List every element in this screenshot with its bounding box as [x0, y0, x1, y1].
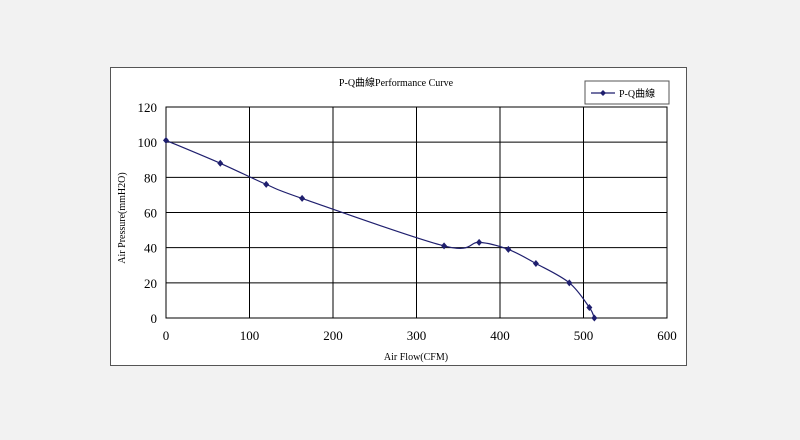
series-layer	[163, 136, 598, 322]
legend-label: P-Q曲線	[619, 87, 655, 100]
x-tick-label: 0	[163, 328, 170, 343]
data-point	[566, 279, 573, 287]
x-tick-label: 400	[490, 328, 510, 343]
y-tick-label: 60	[144, 206, 157, 221]
y-tick-label: 100	[138, 135, 158, 150]
data-point	[217, 159, 224, 167]
grid-layer	[165, 106, 668, 319]
series-line	[165, 139, 595, 319]
x-tick-label: 500	[574, 328, 594, 343]
y-tick-label: 80	[144, 170, 157, 185]
legend-box	[584, 80, 670, 105]
y-tick-label: 20	[144, 276, 157, 291]
performance-chart: P-Q曲線Performance Curve 0 20 40 60 80 100 120 0 1…	[117, 76, 677, 363]
x-tick-label: 300	[407, 328, 427, 343]
data-point	[532, 259, 539, 267]
y-tick-label: 40	[144, 241, 157, 256]
y-axis-label: Air Pressure(mmH2O)	[117, 172, 128, 263]
x-tick-label: 200	[323, 328, 343, 343]
y-tick-label: 120	[138, 100, 158, 115]
data-point	[299, 194, 306, 202]
data-point	[505, 245, 512, 253]
x-tick-label: 100	[240, 328, 260, 343]
data-point	[441, 242, 448, 250]
y-tick-label: 0	[151, 311, 158, 326]
tick-labels: 0 20 40 60 80 100 120 0 100 200 300 400 500 600	[138, 100, 677, 343]
chart-frame: P-Q曲線Performance Curve 0 20 40 60 80 100 120 0 1…	[110, 67, 687, 366]
legend-marker	[600, 90, 606, 96]
data-point	[263, 180, 270, 188]
data-point	[591, 314, 598, 322]
data-point	[476, 238, 483, 246]
chart-title: P-Q曲線Performance Curve	[339, 76, 454, 89]
x-axis-label: Air Flow(CFM)	[384, 352, 448, 363]
x-tick-label: 600	[657, 328, 677, 343]
data-point	[586, 303, 593, 311]
legend: P-Q曲線	[584, 80, 670, 105]
data-point	[163, 136, 169, 144]
